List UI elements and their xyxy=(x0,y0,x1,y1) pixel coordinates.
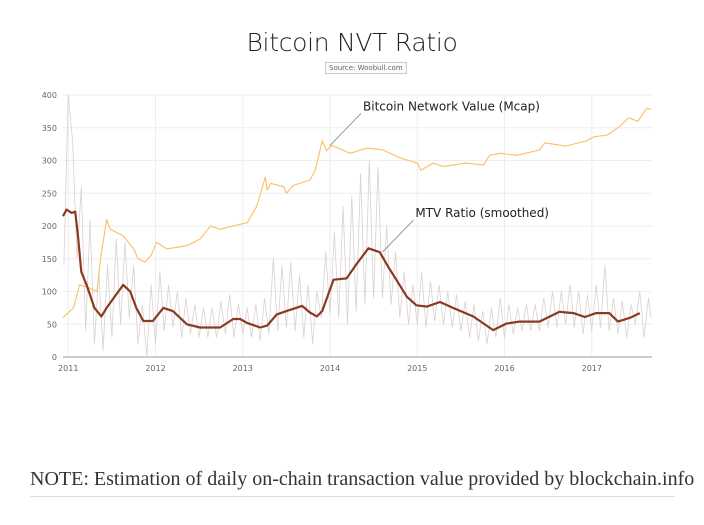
y-tick-label: 150 xyxy=(42,255,57,264)
mcap-line xyxy=(62,107,652,319)
x-tick-label: 2014 xyxy=(320,364,340,373)
annotation-label: Bitcoin Network Value (Mcap) xyxy=(363,99,540,113)
y-tick-label: 300 xyxy=(42,157,57,166)
source-badge: Source: Woobull.com xyxy=(325,62,407,74)
y-tick-label: 400 xyxy=(42,91,57,100)
chart-title: Bitcoin NVT Ratio xyxy=(246,28,458,57)
y-tick-label: 100 xyxy=(42,288,57,297)
y-tick-label: 250 xyxy=(42,189,57,198)
x-tick-label: 2012 xyxy=(145,364,165,373)
annotation-leader-line xyxy=(382,219,414,253)
annotation-label: MTV Ratio (smoothed) xyxy=(415,206,549,220)
x-tick-label: 2015 xyxy=(407,364,427,373)
x-tick-label: 2013 xyxy=(233,364,253,373)
daily-mtv-line xyxy=(63,94,652,358)
y-tick-label: 50 xyxy=(47,320,57,329)
footnote: NOTE: Estimation of daily on-chain trans… xyxy=(30,468,695,490)
x-tick-label: 2016 xyxy=(494,364,514,373)
y-tick-label: 200 xyxy=(42,222,57,231)
footnote-divider xyxy=(30,496,675,497)
y-tick-label: 350 xyxy=(42,124,57,133)
mtv-smoothed-line xyxy=(62,208,641,332)
y-tick-label: 0 xyxy=(52,353,57,362)
x-tick-label: 2017 xyxy=(582,364,602,373)
x-tick-label: 2011 xyxy=(58,364,78,373)
annotation-leader-line xyxy=(329,113,362,146)
